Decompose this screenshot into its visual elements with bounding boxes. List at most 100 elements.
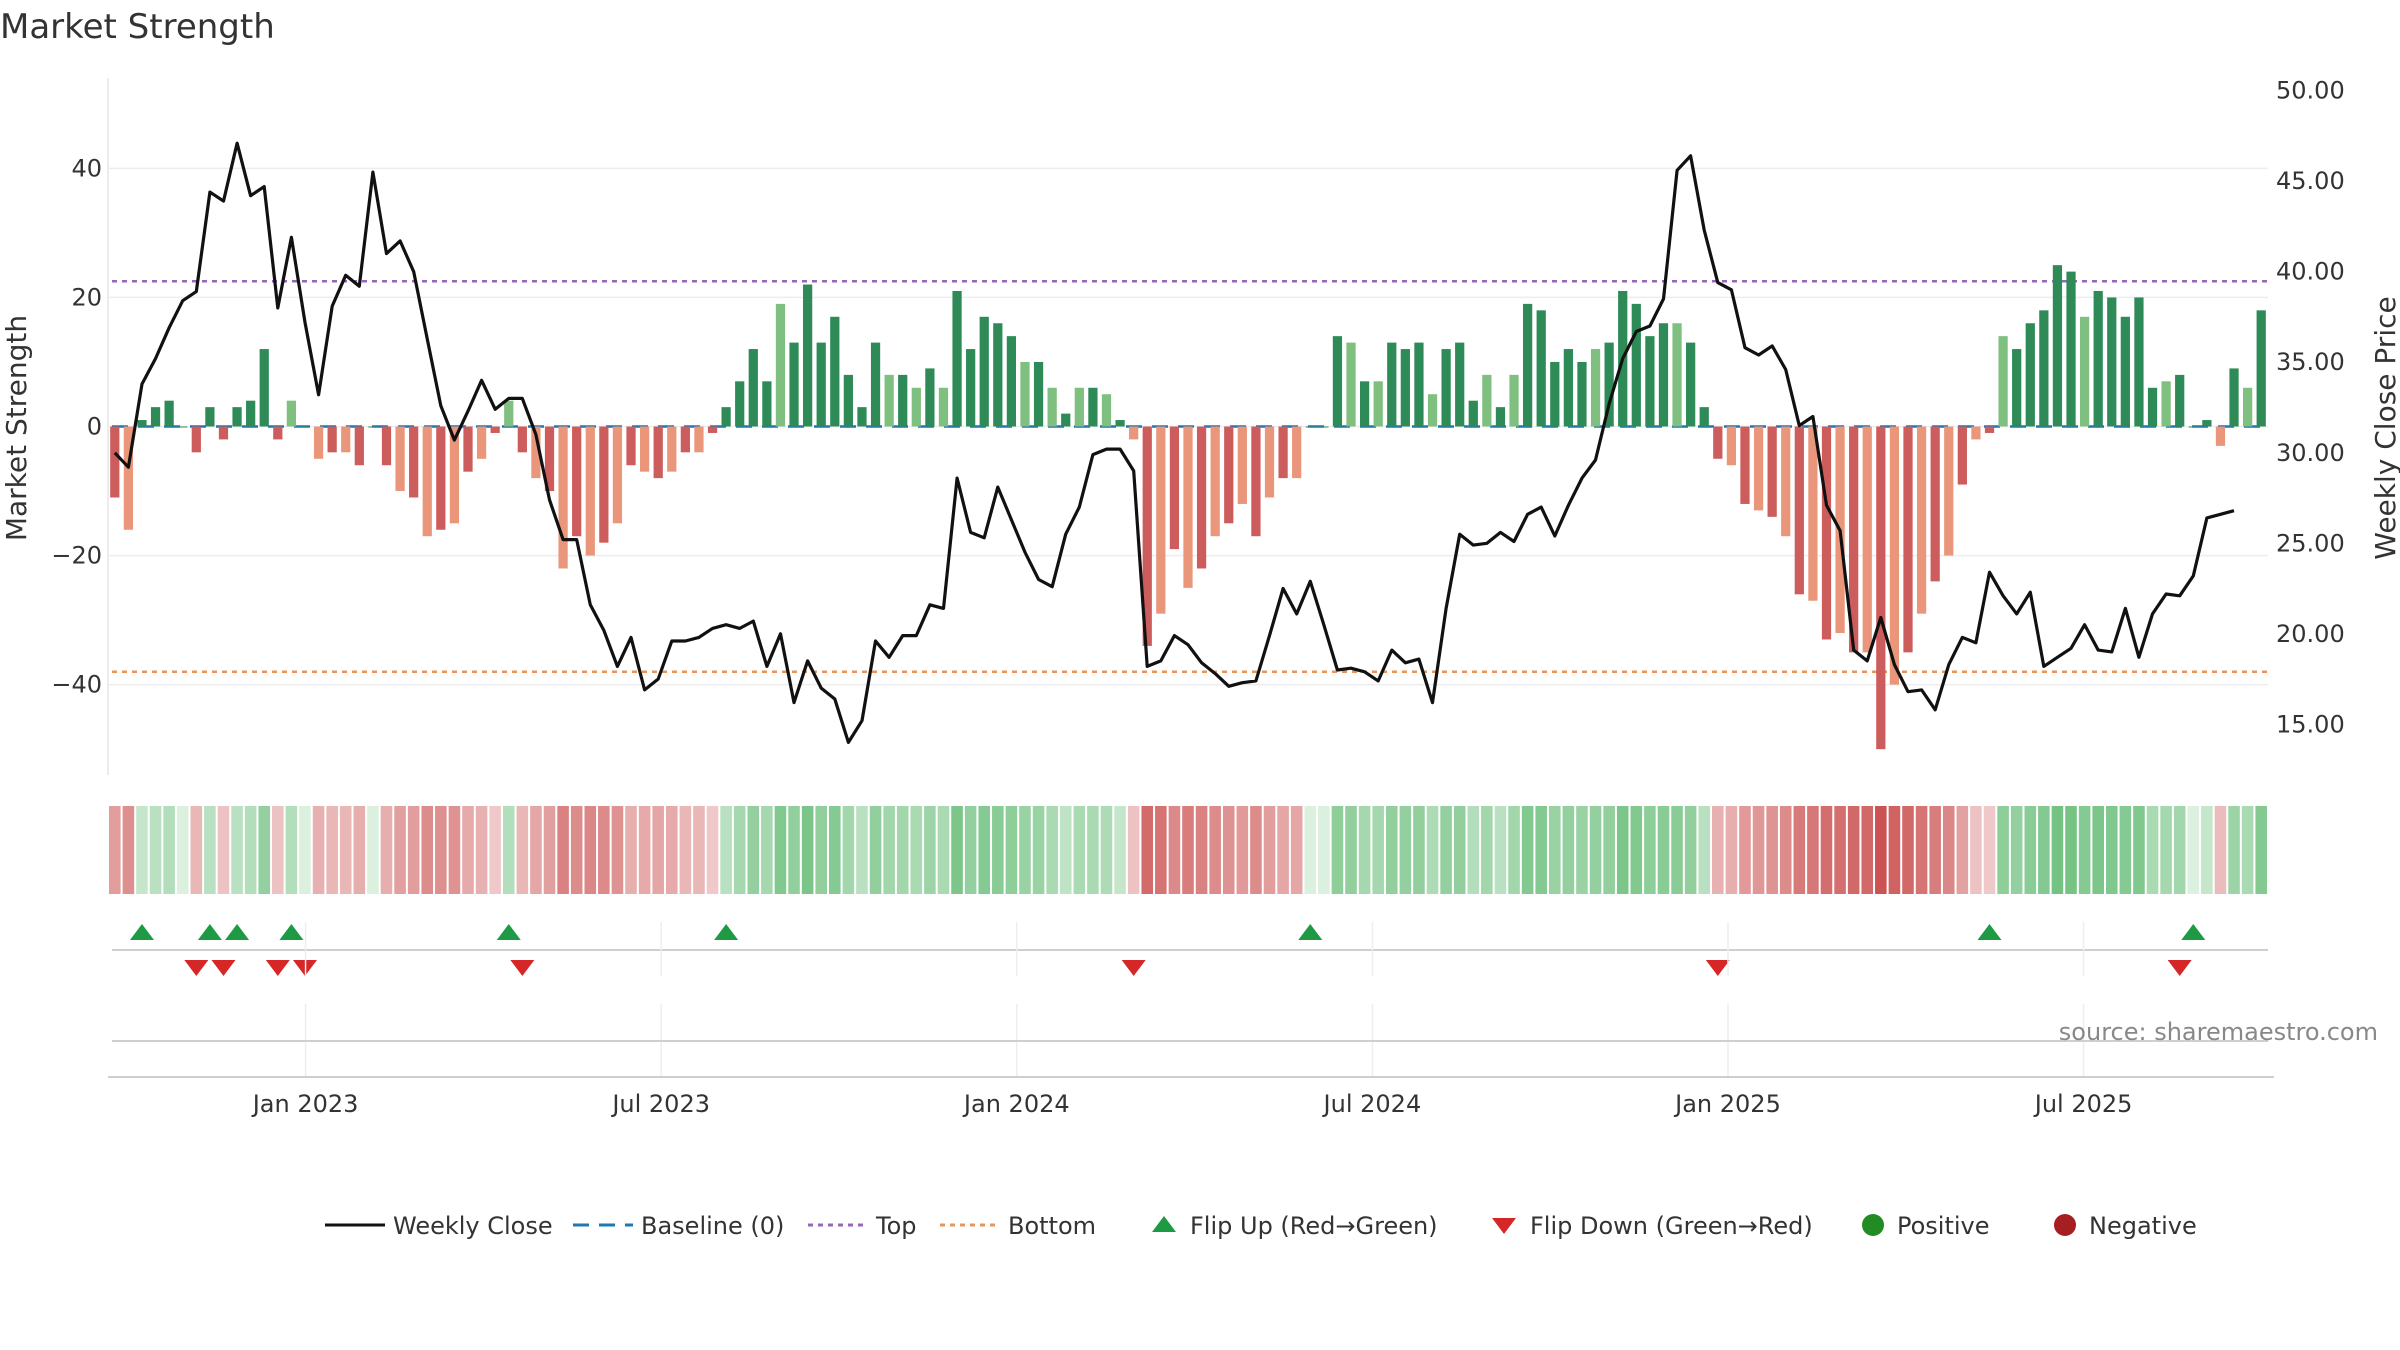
legend-label: Weekly Close [393, 1212, 553, 1240]
bar-positive [1305, 426, 1315, 428]
heat-cell [380, 806, 393, 894]
bar-positive [1441, 349, 1451, 427]
flip-up-marker [2181, 924, 2206, 940]
bar-negative [667, 426, 677, 472]
legend-label: Bottom [1008, 1212, 1096, 1240]
bar-negative [585, 426, 595, 556]
bar-positive [2161, 381, 2171, 427]
bar-positive [2039, 310, 2049, 427]
heat-cell [1385, 806, 1398, 894]
heat-cell [2201, 806, 2213, 894]
heat-cell [2146, 806, 2159, 894]
bar-positive [2256, 310, 2266, 427]
heat-cell [693, 806, 705, 894]
bar-negative [436, 426, 446, 530]
heat-cell [1453, 806, 1466, 894]
heat-cell [136, 806, 148, 894]
bar-positive [1400, 349, 1410, 427]
bar-negative [1808, 426, 1818, 601]
bar-positive [205, 407, 215, 427]
bar-negative [449, 426, 460, 524]
bar-negative [381, 426, 392, 466]
bar-positive [1373, 381, 1383, 427]
heat-cell [1915, 806, 1928, 894]
legend-item: Positive [1862, 1212, 1990, 1240]
heat-cell [326, 806, 338, 894]
bar-positive [1645, 336, 1655, 427]
heat-cell [584, 806, 597, 894]
bar-negative [218, 426, 229, 440]
bar-positive [1047, 387, 1057, 427]
heat-cell [1059, 806, 1072, 894]
bar-positive [1033, 361, 1044, 427]
heat-cell [1372, 806, 1384, 894]
bar-positive [721, 407, 731, 427]
bar-positive [993, 323, 1003, 427]
bar-positive [1061, 413, 1071, 427]
bar-positive [1006, 336, 1017, 427]
heat-cell [1263, 806, 1276, 894]
bar-positive [1115, 420, 1125, 427]
heat-cell [204, 806, 216, 894]
legend-label: Flip Down (Green→Red) [1530, 1212, 1813, 1240]
x-tick-label: Jul 2024 [1322, 1090, 1422, 1118]
bar-positive [2079, 316, 2090, 427]
bar-negative [354, 426, 364, 466]
bar-negative [1156, 426, 1166, 614]
heat-cell [1413, 806, 1425, 894]
bar-negative [1862, 426, 1872, 653]
flip-up-marker [1298, 924, 1323, 940]
left-tick-label: 0 [87, 413, 102, 441]
heat-cell [1155, 806, 1167, 894]
heat-cell [1236, 806, 1249, 894]
heat-cell [421, 806, 434, 894]
bar-negative [490, 426, 500, 433]
bar-positive [1427, 394, 1438, 427]
heat-cell [1005, 806, 1018, 894]
right-axis-label: Weekly Close Price [2369, 296, 2400, 559]
bar-positive [300, 426, 310, 428]
bar-negative [2215, 426, 2226, 446]
heat-cell [1657, 806, 1670, 894]
right-tick-label: 25.00 [2276, 529, 2345, 557]
heat-cell [231, 806, 243, 894]
heat-cell [1535, 806, 1547, 894]
bar-positive [2066, 271, 2076, 427]
right-axis-ticks: 50.00 45.00 40.00 35.00 30.00 25.00 20.00 15.00 [2276, 77, 2345, 739]
heat-cell [774, 806, 787, 894]
heat-cell [502, 806, 515, 894]
bar-positive [178, 426, 188, 428]
bar-positive [1536, 310, 1546, 427]
bar-positive [164, 400, 174, 427]
heat-cell [801, 806, 814, 894]
bar-negative [1781, 426, 1791, 537]
bar-positive [830, 316, 840, 427]
heat-cell [1684, 806, 1697, 894]
heat-cell [1739, 806, 1751, 894]
bar-positive [1509, 374, 1519, 427]
legend-item: Flip Down (Green→Red) [1492, 1212, 1813, 1240]
x-tick-label: Jul 2023 [610, 1090, 710, 1118]
heat-cell [1209, 806, 1221, 894]
heat-cell [951, 806, 963, 894]
heat-cell [149, 806, 162, 894]
bar-negative [1196, 426, 1207, 569]
bar-positive [884, 374, 894, 427]
left-axis-label: Market Strength [0, 315, 33, 541]
bar-negative [123, 426, 133, 530]
heat-cell [625, 806, 637, 894]
bar-positive [2188, 426, 2198, 428]
heat-cell [2051, 806, 2064, 894]
heat-cell [1671, 806, 1683, 894]
bar-positive [966, 349, 976, 427]
flip-up-marker [1977, 924, 2002, 940]
bar-positive [1604, 342, 1614, 427]
heat-cell [1073, 806, 1086, 894]
right-tick-label: 30.00 [2276, 439, 2345, 467]
bar-positive [1387, 342, 1397, 427]
heat-cell [1290, 806, 1303, 894]
bar-positive [1577, 361, 1587, 427]
bar-negative [707, 426, 718, 433]
heat-cell [1766, 806, 1778, 894]
x-tick-label: Jan 2023 [251, 1090, 359, 1118]
